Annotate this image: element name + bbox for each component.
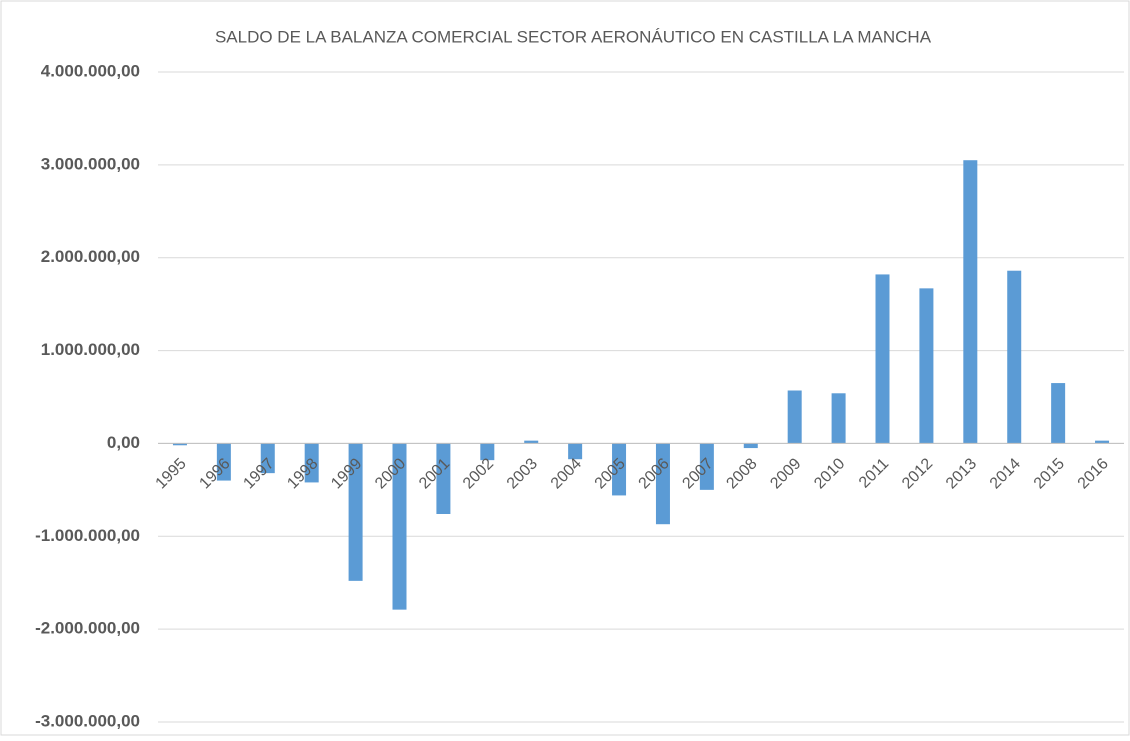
y-tick-label: 4.000.000,00 xyxy=(41,61,140,80)
bar xyxy=(524,440,539,444)
y-tick-label: -1.000.000,00 xyxy=(35,526,140,545)
bar xyxy=(436,443,451,514)
x-tick-label: 2014 xyxy=(987,455,1024,492)
bar xyxy=(260,443,275,474)
bar xyxy=(612,443,627,496)
x-tick-label: 2009 xyxy=(767,455,804,492)
bar xyxy=(568,443,583,460)
bar xyxy=(1051,383,1066,444)
y-tick-label: -2.000.000,00 xyxy=(35,619,140,638)
bar xyxy=(1095,440,1110,444)
y-tick-label: 0,00 xyxy=(107,433,140,452)
bar xyxy=(172,443,187,446)
x-tick-label: 2010 xyxy=(811,455,848,492)
y-tick-label: -3.000.000,00 xyxy=(35,711,140,730)
bar xyxy=(743,443,758,449)
bar xyxy=(392,443,407,610)
x-tick-label: 2011 xyxy=(856,455,892,491)
x-tick-label: 2003 xyxy=(504,455,541,492)
bar xyxy=(655,443,670,525)
chart-title: SALDO DE LA BALANZA COMERCIAL SECTOR AER… xyxy=(215,27,932,46)
bar xyxy=(919,288,934,444)
bar xyxy=(699,443,714,490)
x-tick-label: 2004 xyxy=(548,455,585,492)
bar xyxy=(787,390,802,444)
y-tick-label: 1.000.000,00 xyxy=(41,340,140,359)
bar xyxy=(348,443,363,581)
x-tick-label: 2013 xyxy=(943,455,980,492)
bar xyxy=(831,393,846,444)
bar xyxy=(875,274,890,444)
x-tick-label: 2002 xyxy=(460,455,497,492)
bar xyxy=(1007,270,1022,444)
bar xyxy=(480,443,495,461)
bar xyxy=(304,443,319,483)
x-tick-label: 2015 xyxy=(1031,455,1068,492)
x-tick-label: 1995 xyxy=(153,455,190,492)
y-tick-label: 2.000.000,00 xyxy=(41,247,140,266)
bar xyxy=(963,160,978,444)
y-tick-label: 3.000.000,00 xyxy=(41,154,140,173)
x-tick-label: 2008 xyxy=(723,455,760,492)
bar xyxy=(216,443,231,481)
x-tick-label: 2012 xyxy=(899,455,936,492)
x-tick-label: 2016 xyxy=(1075,455,1112,492)
